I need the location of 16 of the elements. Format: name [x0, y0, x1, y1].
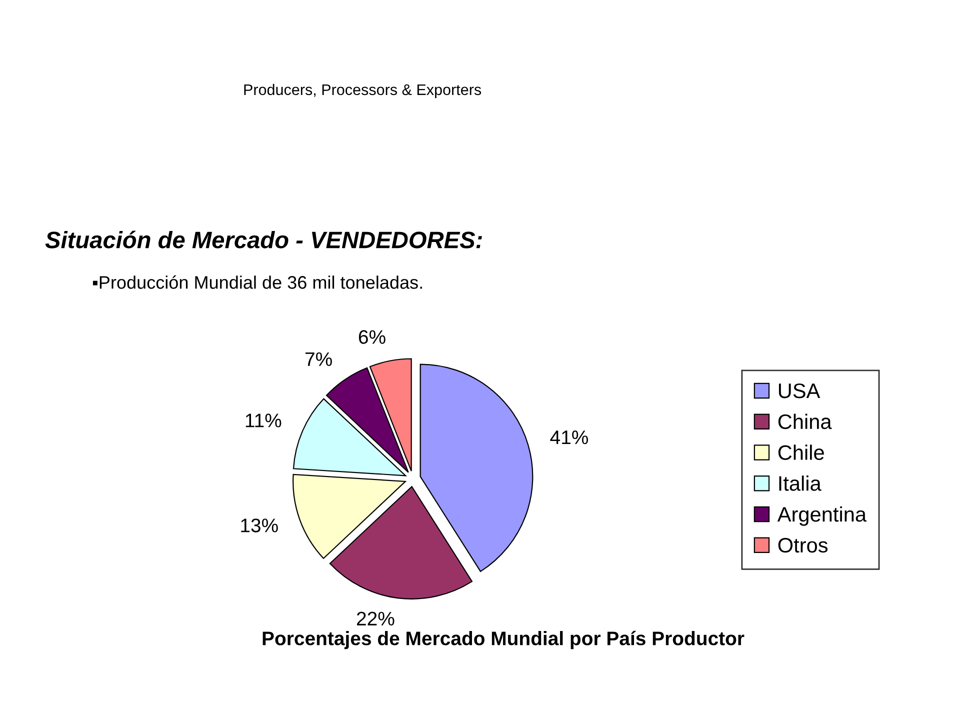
data-label: 22% — [356, 612, 394, 626]
legend-label: Argentina — [777, 506, 867, 526]
legend-label: Otros — [778, 538, 828, 553]
data-label: 41% — [550, 430, 588, 444]
legend-label: China — [778, 414, 832, 430]
chart-subtitle: ▪Producción Mundial de 36 mil toneladas. — [92, 275, 422, 289]
data-label: 11% — [246, 414, 282, 428]
data-label: 6% — [358, 330, 386, 344]
text: Producers, Processors & Exporters — [244, 84, 482, 98]
legend-label: Italia — [779, 476, 822, 491]
chart-title: Situación de Mercado - VENDEDORES: — [45, 230, 482, 248]
data-label: 7% — [306, 352, 332, 366]
legend-label: Chile — [778, 444, 824, 460]
data-label: 13% — [241, 518, 278, 532]
text: Porcentajes de Mercado Mundial por País Productor — [262, 630, 744, 650]
legend-label: USA — [778, 383, 820, 398]
